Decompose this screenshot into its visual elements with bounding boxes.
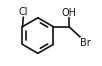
Text: Br: Br <box>80 38 91 48</box>
Text: OH: OH <box>61 8 76 18</box>
Text: Cl: Cl <box>19 7 28 17</box>
